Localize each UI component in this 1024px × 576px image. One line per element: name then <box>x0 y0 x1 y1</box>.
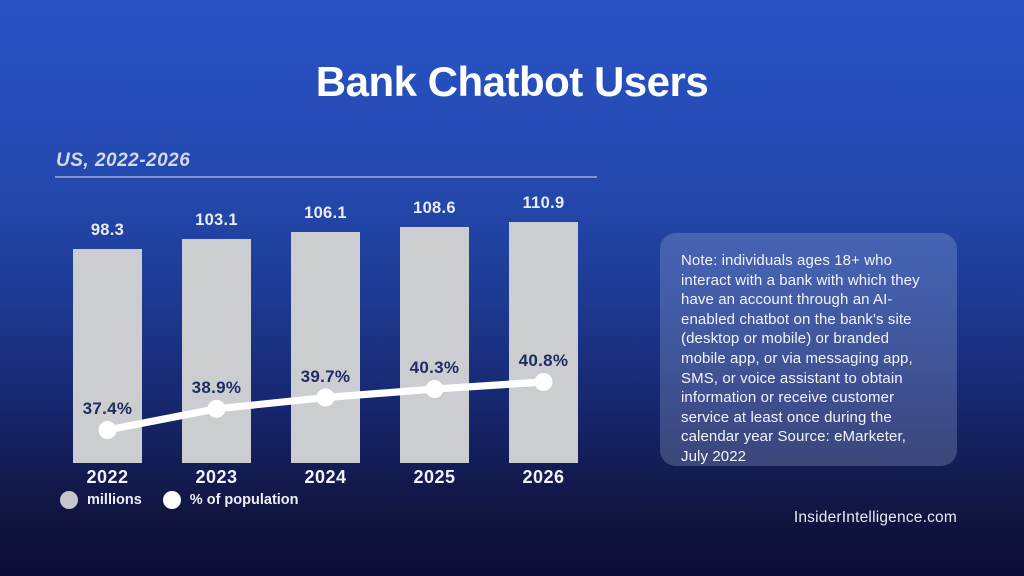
note-box: Note: individuals ages 18+ who interact … <box>660 233 957 466</box>
line-marker <box>425 380 444 399</box>
bar-value-label: 106.1 <box>304 204 347 223</box>
x-axis-label-2022: 2022 <box>86 467 129 487</box>
x-axis-label-2025: 2025 <box>413 467 456 487</box>
pct-value-label: 37.4% <box>82 399 133 418</box>
bar-2023 <box>182 238 251 463</box>
chart-subtitle: US, 2022-2026 <box>56 150 191 171</box>
population-legend-dot-icon <box>162 491 181 509</box>
subtitle-divider <box>55 176 597 178</box>
pct-value-label: 38.9% <box>191 377 242 397</box>
pct-value-label: 40.8% <box>518 350 569 370</box>
line-marker <box>207 399 226 418</box>
bar-value-label: 110.9 <box>522 193 565 212</box>
chart-legend: millions % of population <box>60 491 299 509</box>
legend-item-population: % of population <box>162 491 299 509</box>
bar-value-label: 98.3 <box>90 221 125 239</box>
source-website: InsiderIntelligence.com <box>793 509 957 526</box>
bar-2025 <box>400 226 469 463</box>
millions-legend-dot-icon <box>60 491 78 509</box>
legend-item-millions: millions <box>60 491 142 509</box>
bar-2024 <box>291 232 360 463</box>
pct-value-label: 40.3% <box>409 358 460 378</box>
bar-value-label: 103.1 <box>195 210 238 229</box>
pct-value-label: 39.7% <box>300 366 351 386</box>
bar-2026 <box>509 221 578 463</box>
x-axis-label-2023: 2023 <box>195 467 238 487</box>
bar-value-label: 108.6 <box>413 198 456 217</box>
line-marker <box>534 372 553 391</box>
legend-label-millions: millions <box>87 492 142 508</box>
x-axis-label-2026: 2026 <box>522 467 565 487</box>
line-marker <box>316 388 335 407</box>
line-marker <box>98 421 117 439</box>
legend-label-population: % of population <box>189 492 299 508</box>
page-title: Bank Chatbot Users <box>315 58 709 105</box>
x-axis-label-2024: 2024 <box>304 467 347 487</box>
